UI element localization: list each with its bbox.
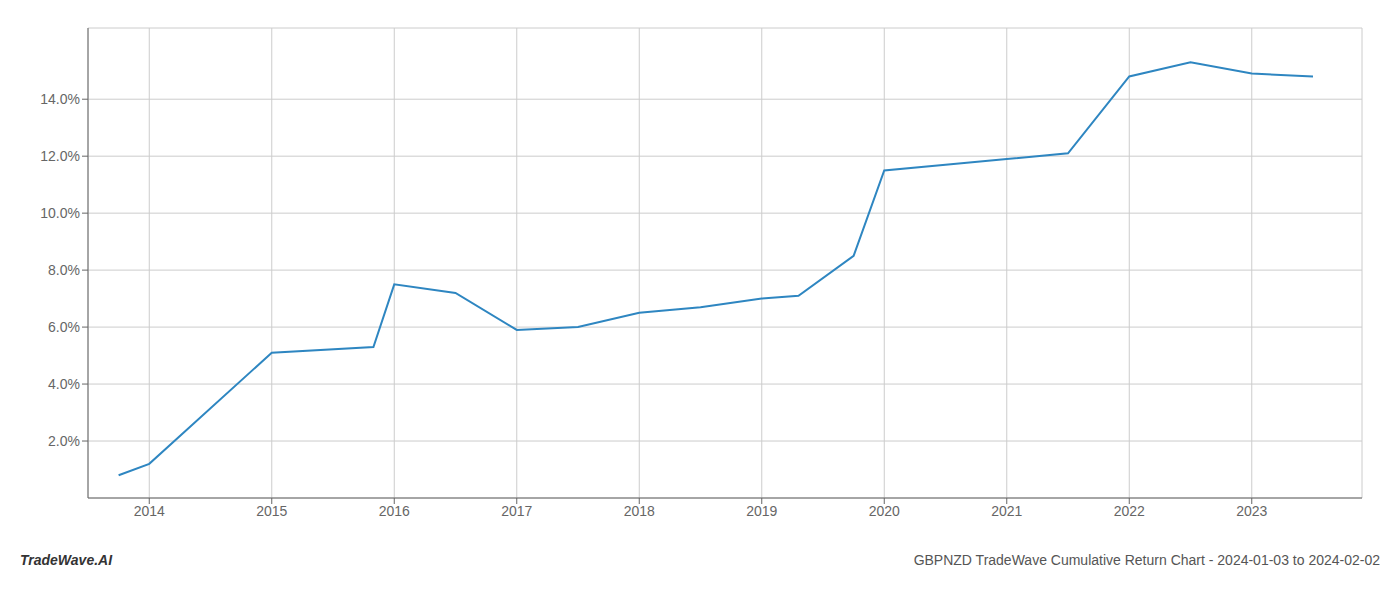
- html-text:GBPNZD TradeWave Cumulative Re: GBPNZD TradeWave Cumulative Return Chart…: [913, 552, 1380, 568]
- svg-text:6.0%: 6.0%: [48, 319, 80, 335]
- svg-text:2022: 2022: [1114, 503, 1145, 519]
- svg-text:12.0%: 12.0%: [40, 148, 80, 164]
- svg-text:8.0%: 8.0%: [48, 262, 80, 278]
- svg-text:2019: 2019: [746, 503, 777, 519]
- svg-text:2021: 2021: [991, 503, 1022, 519]
- svg-text:14.0%: 14.0%: [40, 91, 80, 107]
- svg-text:2014: 2014: [134, 503, 165, 519]
- svg-text:2023: 2023: [1236, 503, 1267, 519]
- svg-text:10.0%: 10.0%: [40, 205, 80, 221]
- svg-text:4.0%: 4.0%: [48, 376, 80, 392]
- html-text:TradeWave.AI: TradeWave.AI: [20, 552, 113, 568]
- svg-text:2017: 2017: [501, 503, 532, 519]
- svg-text:2016: 2016: [379, 503, 410, 519]
- svg-text:2.0%: 2.0%: [48, 433, 80, 449]
- svg-text:2015: 2015: [256, 503, 287, 519]
- svg-text:2018: 2018: [624, 503, 655, 519]
- svg-text:2020: 2020: [869, 503, 900, 519]
